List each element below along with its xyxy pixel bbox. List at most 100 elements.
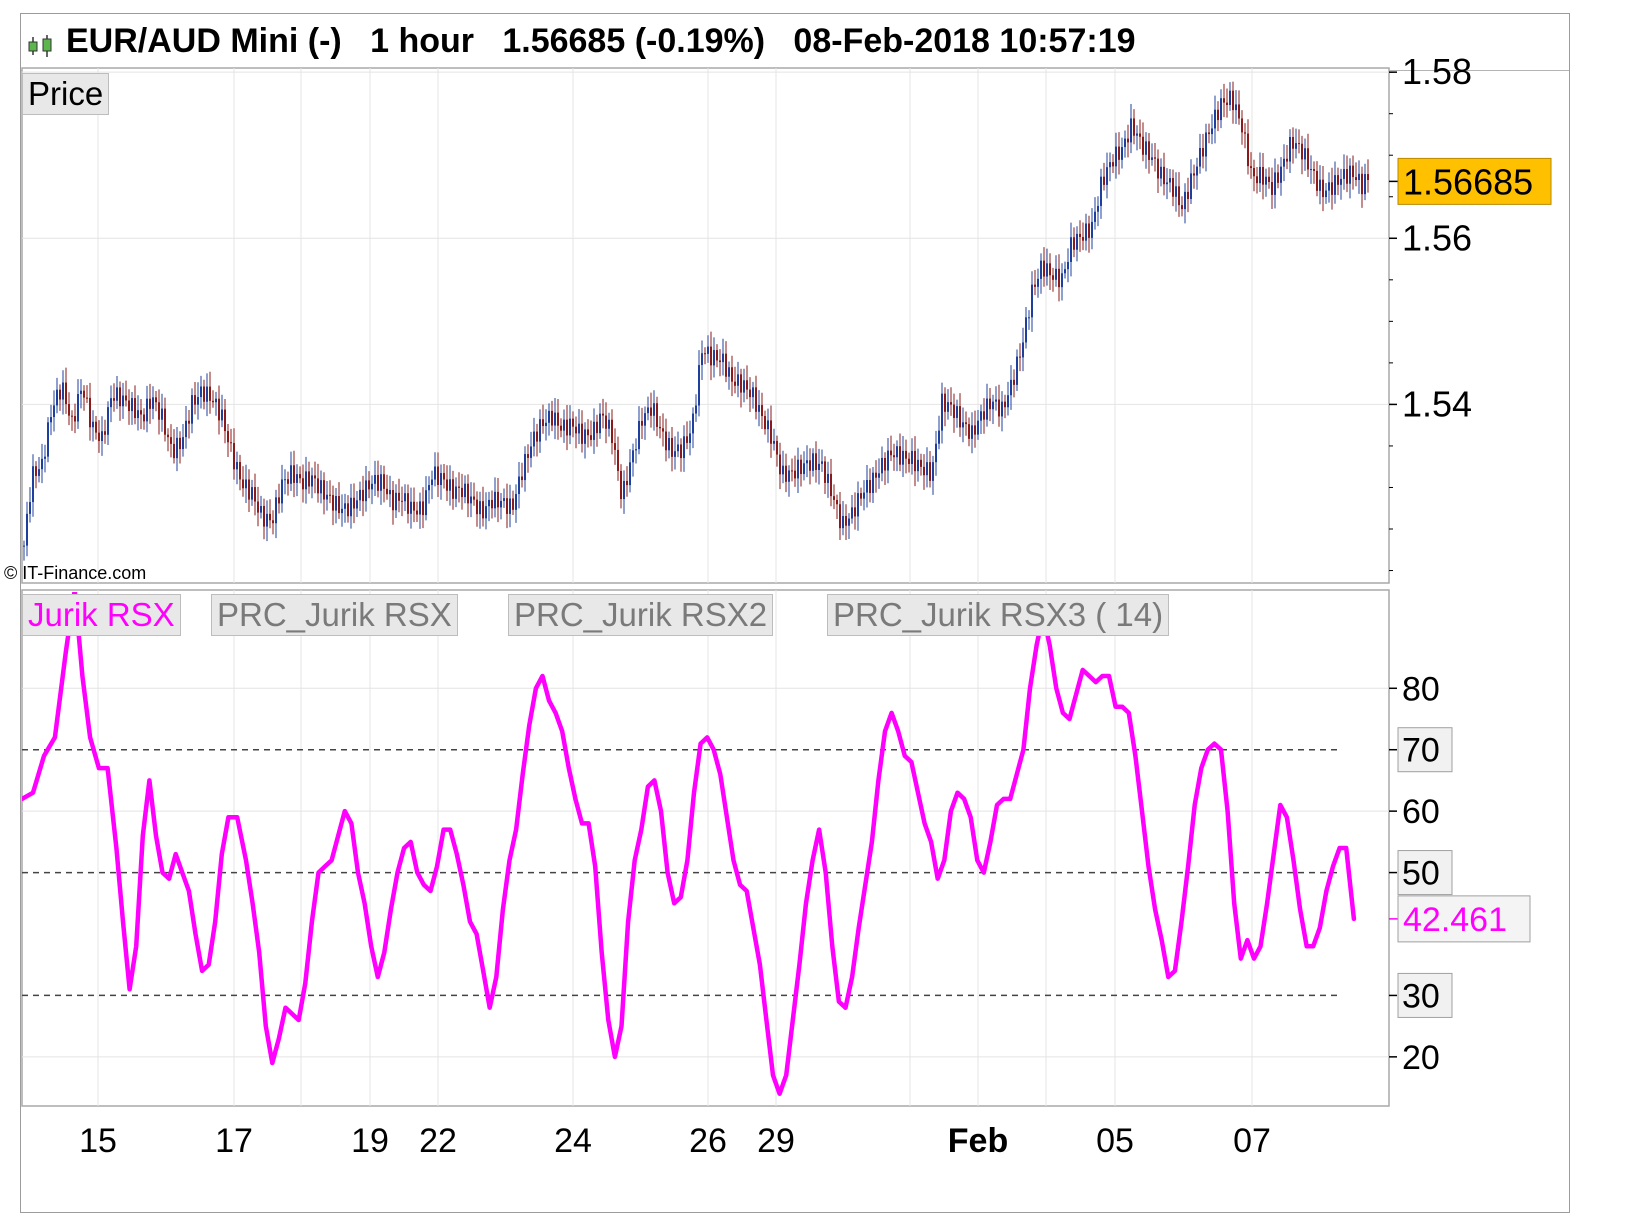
candle-body bbox=[1328, 182, 1330, 191]
candle-body bbox=[710, 346, 712, 366]
candle-body bbox=[848, 518, 850, 526]
candle-body bbox=[458, 486, 460, 488]
candle-body bbox=[680, 444, 682, 459]
candle-body bbox=[1301, 143, 1303, 160]
candle-body bbox=[56, 389, 58, 406]
indicator-tab[interactable]: Jurik RSX bbox=[22, 594, 181, 636]
indicator-tab[interactable]: PRC_Jurik RSX bbox=[211, 594, 458, 636]
candle-body bbox=[143, 414, 145, 422]
candle-body bbox=[500, 500, 502, 508]
candle-body bbox=[176, 437, 178, 459]
candle-body bbox=[983, 411, 985, 420]
candle-body bbox=[185, 420, 187, 438]
candle-body bbox=[758, 405, 760, 412]
candle-body bbox=[248, 479, 250, 500]
candle-body bbox=[425, 490, 427, 516]
candle-body bbox=[401, 500, 403, 502]
candle-body bbox=[242, 479, 244, 489]
candle-body bbox=[521, 476, 523, 481]
candle-body bbox=[1154, 157, 1156, 159]
candle-body bbox=[596, 421, 598, 434]
candle-body bbox=[797, 459, 799, 479]
x-tick-label: 22 bbox=[419, 1122, 457, 1160]
candle-body bbox=[1235, 104, 1237, 111]
candle-body bbox=[1151, 157, 1153, 160]
candle-body bbox=[1070, 237, 1072, 262]
candle-body bbox=[305, 471, 307, 490]
candle-body bbox=[863, 492, 865, 499]
candle-body bbox=[1352, 165, 1354, 178]
candle-body bbox=[215, 398, 217, 403]
candle-body bbox=[560, 425, 562, 431]
candle-body bbox=[71, 415, 73, 417]
candle-body bbox=[1031, 284, 1033, 318]
candle-body bbox=[158, 402, 160, 420]
candle-body bbox=[203, 386, 205, 402]
candle-body bbox=[830, 473, 832, 497]
candle-body bbox=[539, 419, 541, 442]
candle-body bbox=[1160, 166, 1162, 179]
candle-body bbox=[359, 489, 361, 501]
candle-body bbox=[110, 398, 112, 408]
candle-body bbox=[860, 493, 862, 499]
candle-body bbox=[899, 446, 901, 465]
candle-body bbox=[131, 398, 133, 412]
candle-body bbox=[1142, 136, 1144, 155]
candle-body bbox=[26, 513, 28, 546]
candle-body bbox=[1307, 148, 1309, 170]
indicator-tab[interactable]: PRC_Jurik RSX3 ( 14) bbox=[827, 594, 1170, 636]
candle-body bbox=[1166, 182, 1168, 185]
candle-body bbox=[488, 499, 490, 507]
candle-body bbox=[179, 437, 181, 450]
candle-body bbox=[1097, 205, 1099, 212]
candle-body bbox=[1121, 147, 1123, 160]
candle-body bbox=[116, 387, 118, 401]
candle-body bbox=[653, 403, 655, 416]
candle-body bbox=[1232, 90, 1234, 111]
candle-body bbox=[353, 497, 355, 509]
candle-body bbox=[362, 489, 364, 502]
timeframe: 1 hour bbox=[370, 22, 474, 60]
x-tick-label: 07 bbox=[1233, 1122, 1271, 1160]
candle-body bbox=[911, 450, 913, 464]
candle-body bbox=[695, 405, 697, 414]
candle-body bbox=[230, 442, 232, 444]
candle-body bbox=[740, 374, 742, 393]
candle-body bbox=[80, 390, 82, 395]
x-tick-label: 19 bbox=[351, 1122, 389, 1160]
candle-body bbox=[86, 397, 88, 399]
candle-body bbox=[908, 458, 910, 464]
price-panel-tab[interactable]: Price bbox=[22, 73, 110, 115]
candle-body bbox=[1061, 273, 1063, 288]
candle-body bbox=[1364, 174, 1366, 195]
candle-body bbox=[578, 423, 580, 434]
candle-body bbox=[398, 492, 400, 501]
candle-body bbox=[467, 483, 469, 504]
candle-body bbox=[485, 506, 487, 519]
candle-body bbox=[296, 474, 298, 483]
candle-body bbox=[986, 398, 988, 420]
x-tick-label: 29 bbox=[757, 1122, 795, 1160]
candle-body bbox=[959, 406, 961, 428]
candle-body bbox=[662, 428, 664, 432]
candle-body bbox=[1133, 118, 1135, 136]
candle-body bbox=[842, 515, 844, 529]
candle-body bbox=[1073, 237, 1075, 250]
candle-body bbox=[137, 410, 139, 419]
candle-body bbox=[65, 382, 67, 405]
indicator-tab[interactable]: PRC_Jurik RSX2 bbox=[508, 594, 774, 636]
candle-body bbox=[641, 420, 643, 426]
candlestick-icon bbox=[28, 35, 52, 57]
candle-body bbox=[548, 410, 550, 423]
candle-body bbox=[704, 353, 706, 355]
candle-body bbox=[689, 433, 691, 443]
candle-body bbox=[1169, 178, 1171, 183]
candle-body bbox=[1295, 143, 1297, 149]
level-label-box bbox=[1397, 850, 1453, 896]
candle-body bbox=[713, 350, 715, 366]
candle-body bbox=[953, 404, 955, 418]
candle-body bbox=[119, 387, 121, 407]
indicator-tick-label: 80 bbox=[1402, 670, 1440, 708]
candle-body bbox=[851, 507, 853, 519]
